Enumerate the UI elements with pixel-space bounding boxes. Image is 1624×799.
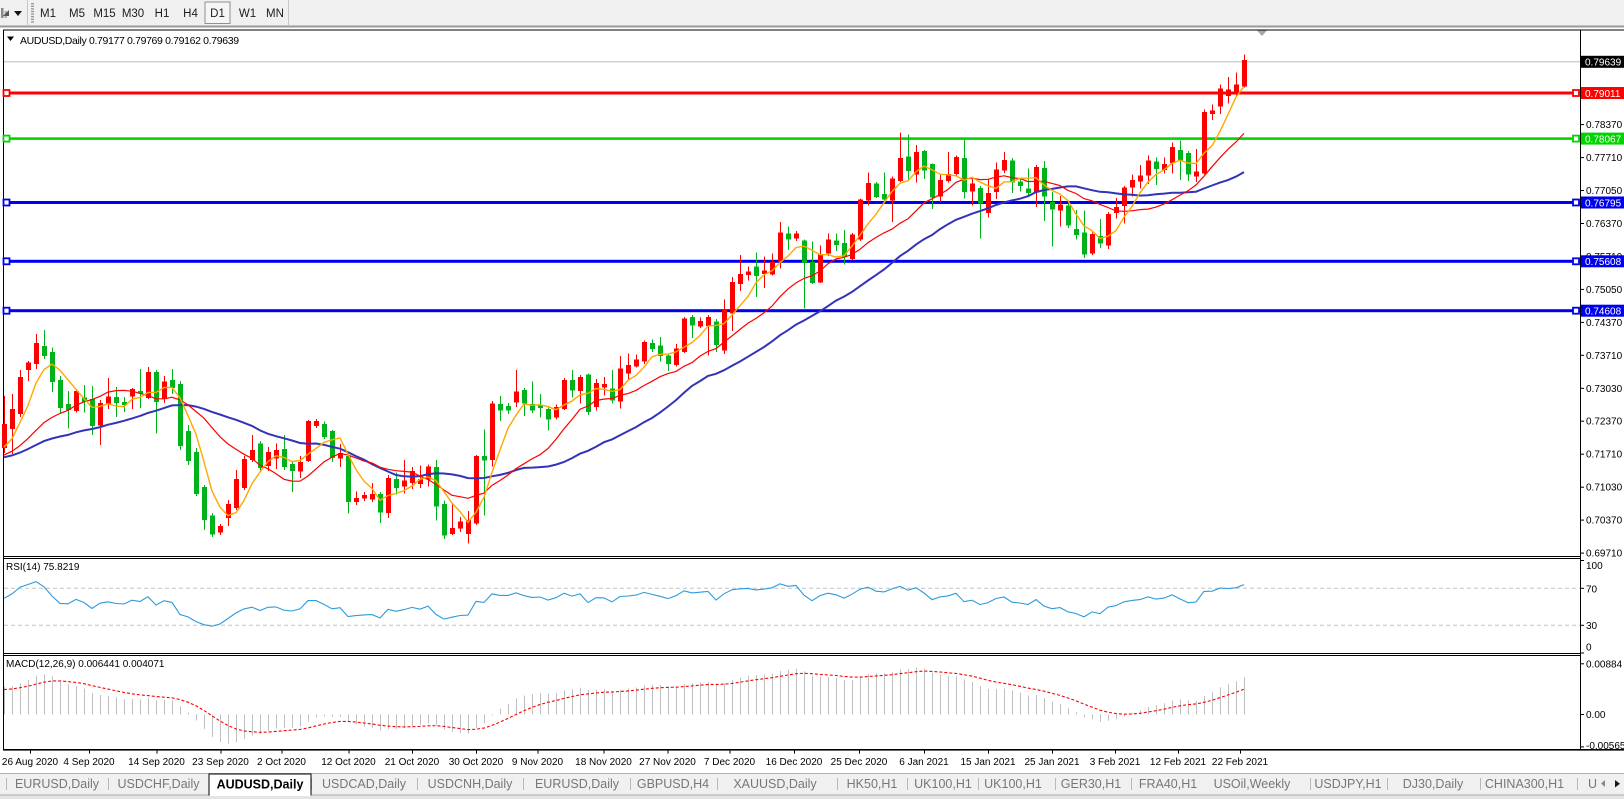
svg-text:0.69710: 0.69710 xyxy=(1586,549,1623,560)
svg-text:0.78370: 0.78370 xyxy=(1586,120,1623,131)
svg-text:18 Nov 2020: 18 Nov 2020 xyxy=(575,757,632,768)
svg-text:USDCNH,Daily: USDCNH,Daily xyxy=(428,777,513,791)
svg-text:25 Dec 2020: 25 Dec 2020 xyxy=(831,757,888,768)
svg-text:H4: H4 xyxy=(183,8,198,20)
svg-text:14 Sep 2020: 14 Sep 2020 xyxy=(128,757,185,768)
svg-text:AUDUSD,Daily 0.79177 0.79769: AUDUSD,Daily 0.79177 0.79769 0.79162 0.7… xyxy=(20,35,239,47)
svg-text:D1: D1 xyxy=(210,8,225,20)
svg-text:EURUSD,Daily: EURUSD,Daily xyxy=(535,777,620,791)
svg-text:0.00884: 0.00884 xyxy=(1586,659,1623,670)
svg-text:25 Jan 2021: 25 Jan 2021 xyxy=(1024,757,1079,768)
svg-text:0.71710: 0.71710 xyxy=(1586,450,1623,461)
svg-text:U: U xyxy=(1588,777,1597,791)
svg-text:0.74370: 0.74370 xyxy=(1586,318,1623,329)
svg-text:4 Sep 2020: 4 Sep 2020 xyxy=(63,757,115,768)
svg-text:MACD(12,26,9) 0.006441 0.00407: MACD(12,26,9) 0.006441 0.004071 xyxy=(6,659,165,670)
svg-text:EURUSD,Daily: EURUSD,Daily xyxy=(15,777,100,791)
svg-text:0: 0 xyxy=(1586,643,1592,654)
svg-text:GBPUSD,H4: GBPUSD,H4 xyxy=(637,777,709,791)
svg-text:15 Jan 2021: 15 Jan 2021 xyxy=(960,757,1015,768)
svg-text:100: 100 xyxy=(1586,561,1603,572)
svg-text:M5: M5 xyxy=(69,8,85,20)
svg-text:0.72370: 0.72370 xyxy=(1586,417,1623,428)
svg-text:70: 70 xyxy=(1586,585,1598,596)
svg-text:M15: M15 xyxy=(93,8,115,20)
svg-text:26 Aug 2020: 26 Aug 2020 xyxy=(2,757,59,768)
svg-text:XAUUSD,Daily: XAUUSD,Daily xyxy=(733,777,817,791)
svg-text:0.77050: 0.77050 xyxy=(1586,186,1623,197)
svg-text:USDCHF,Daily: USDCHF,Daily xyxy=(118,777,201,791)
svg-text:USOil,Weekly: USOil,Weekly xyxy=(1214,777,1292,791)
svg-text:0.79011: 0.79011 xyxy=(1585,89,1621,100)
svg-text:3 Feb 2021: 3 Feb 2021 xyxy=(1090,757,1141,768)
svg-text:22 Feb 2021: 22 Feb 2021 xyxy=(1212,757,1269,768)
svg-text:HK50,H1: HK50,H1 xyxy=(847,777,898,791)
svg-text:DJ30,Daily: DJ30,Daily xyxy=(1403,777,1464,791)
svg-text:0.00: 0.00 xyxy=(1586,710,1606,721)
svg-text:M1: M1 xyxy=(40,8,56,20)
svg-text:USDCAD,Daily: USDCAD,Daily xyxy=(322,777,407,791)
svg-text:MN: MN xyxy=(266,8,284,20)
svg-text:0.73710: 0.73710 xyxy=(1586,351,1623,362)
svg-text:W1: W1 xyxy=(239,8,256,20)
svg-text:0.79639: 0.79639 xyxy=(1585,58,1622,69)
svg-text:M30: M30 xyxy=(122,8,144,20)
svg-text:0.74608: 0.74608 xyxy=(1585,307,1622,318)
svg-text:0.78067: 0.78067 xyxy=(1585,134,1622,145)
svg-text:27 Nov 2020: 27 Nov 2020 xyxy=(639,757,696,768)
svg-text:9 Nov 2020: 9 Nov 2020 xyxy=(512,757,564,768)
svg-text:0.71030: 0.71030 xyxy=(1586,483,1623,494)
svg-text:-0.005651: -0.005651 xyxy=(1586,741,1624,752)
svg-text:16 Dec 2020: 16 Dec 2020 xyxy=(766,757,823,768)
svg-text:23 Sep 2020: 23 Sep 2020 xyxy=(192,757,249,768)
svg-text:12 Oct 2020: 12 Oct 2020 xyxy=(321,757,376,768)
svg-text:0.76795: 0.76795 xyxy=(1585,198,1622,209)
svg-text:FRA40,H1: FRA40,H1 xyxy=(1139,777,1197,791)
svg-text:AUDUSD,Daily: AUDUSD,Daily xyxy=(217,778,304,792)
svg-text:12 Feb 2021: 12 Feb 2021 xyxy=(1150,757,1207,768)
svg-text:0.76370: 0.76370 xyxy=(1586,219,1623,230)
svg-text:0.75608: 0.75608 xyxy=(1585,257,1622,268)
svg-text:30 Oct 2020: 30 Oct 2020 xyxy=(449,757,504,768)
svg-text:H1: H1 xyxy=(155,8,170,20)
svg-text:GER30,H1: GER30,H1 xyxy=(1061,777,1121,791)
svg-text:USDJPY,H1: USDJPY,H1 xyxy=(1314,777,1381,791)
svg-text:0.77710: 0.77710 xyxy=(1586,153,1623,164)
svg-text:0.75050: 0.75050 xyxy=(1586,285,1623,296)
svg-text:UK100,H1: UK100,H1 xyxy=(984,777,1042,791)
svg-text:30: 30 xyxy=(1586,621,1598,632)
svg-text:RSI(14) 75.8219: RSI(14) 75.8219 xyxy=(6,562,80,573)
svg-text:21 Oct 2020: 21 Oct 2020 xyxy=(385,757,440,768)
svg-text:0.73030: 0.73030 xyxy=(1586,384,1623,395)
svg-text:2 Oct 2020: 2 Oct 2020 xyxy=(257,757,306,768)
svg-text:CHINA300,H1: CHINA300,H1 xyxy=(1485,777,1564,791)
svg-text:0.70370: 0.70370 xyxy=(1586,516,1623,527)
svg-text:6 Jan 2021: 6 Jan 2021 xyxy=(899,757,949,768)
svg-text:7 Dec 2020: 7 Dec 2020 xyxy=(704,757,756,768)
svg-text:UK100,H1: UK100,H1 xyxy=(914,777,972,791)
